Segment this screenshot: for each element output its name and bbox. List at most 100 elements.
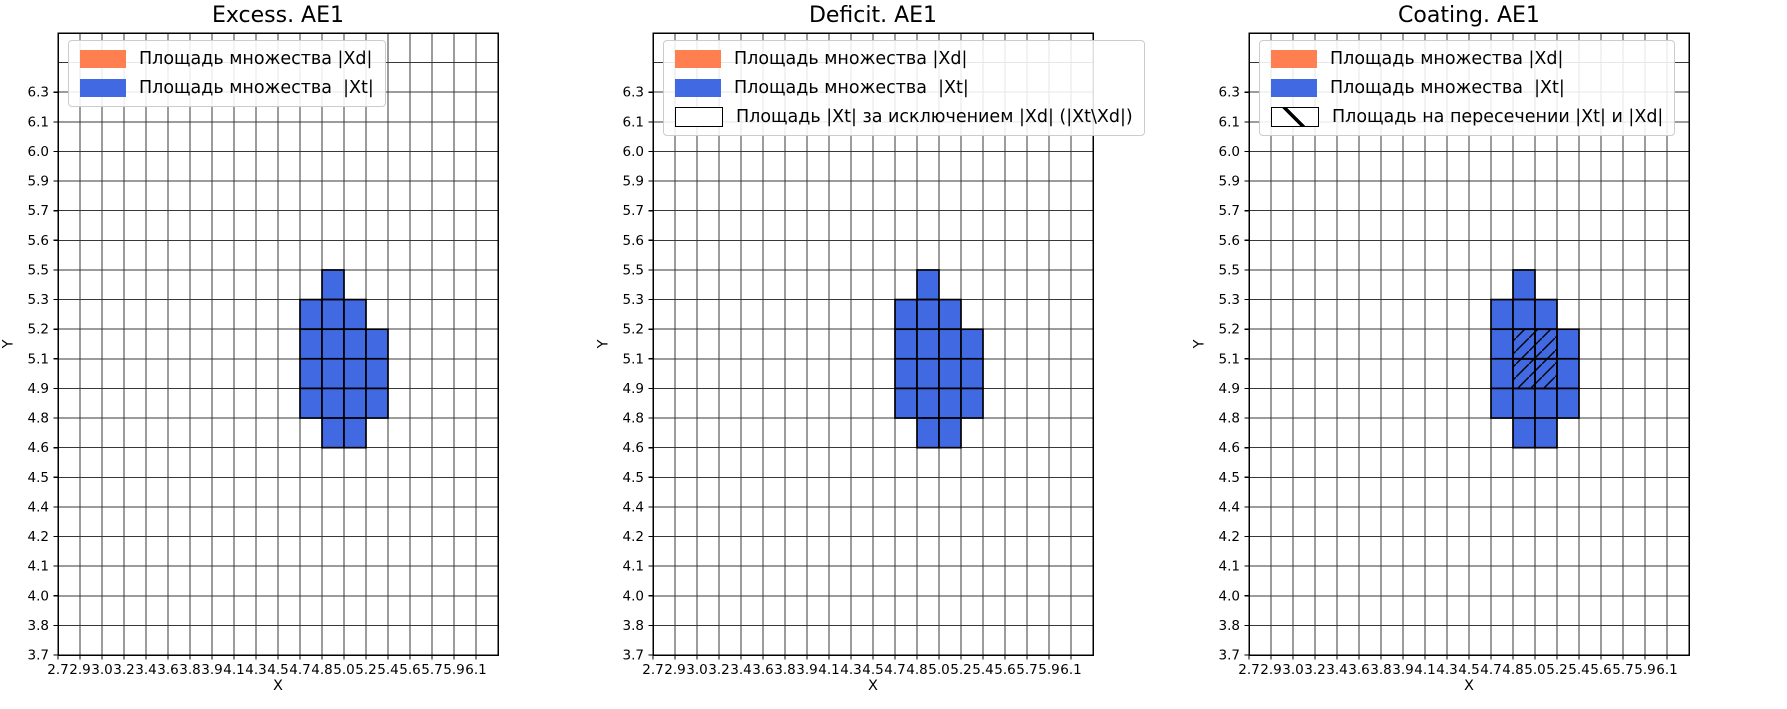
svg-text:4.2: 4.2: [28, 529, 49, 545]
svg-text:6.3: 6.3: [28, 85, 49, 101]
svg-text:5.2: 5.2: [623, 322, 644, 338]
svg-text:5.2: 5.2: [1219, 322, 1240, 338]
y-axis-label: Y: [0, 339, 17, 349]
svg-text:2.9: 2.9: [69, 662, 90, 678]
subplot-excess: Excess. AE1 2.7 2.9 3.0 3.2 3.4 3.6 3.8 3.9 4.1 4…: [0, 0, 596, 709]
legend-label: Площадь множества |Xd|: [1330, 49, 1564, 69]
tick-labels: 2.7 2.9 3.0 3.2 3.4 3.6 3.8 3.9 4.1 4.3 4.5 4.7 4.8 5…: [623, 85, 1082, 678]
svg-text:5.3: 5.3: [623, 292, 644, 308]
svg-text:3.6: 3.6: [1348, 662, 1369, 678]
svg-text:5.9: 5.9: [1219, 174, 1240, 190]
svg-text:6.1: 6.1: [623, 114, 644, 130]
svg-text:4.3: 4.3: [1436, 662, 1457, 678]
svg-text:4.7: 4.7: [289, 662, 310, 678]
svg-text:5.2: 5.2: [28, 322, 49, 338]
svg-text:4.2: 4.2: [623, 529, 644, 545]
svg-text:5.7: 5.7: [1219, 203, 1240, 219]
tick-labels: 2.7 2.9 3.0 3.2 3.4 3.6 3.8 3.9 4.1 4.3 4.5 4.7 4.8 5…: [1219, 85, 1678, 678]
legend-entry: Площадь множества |Xt|: [675, 78, 1133, 98]
legend-swatch-hatch: [1271, 107, 1319, 128]
svg-text:2.7: 2.7: [642, 662, 663, 678]
svg-text:5.2: 5.2: [950, 662, 971, 678]
subplot-deficit: Deficit. AE1 2.7 2.9 3.0 3.2 3.4 3.6 3.8 3.9 4.1…: [595, 0, 1191, 709]
svg-text:4.0: 4.0: [1219, 588, 1240, 604]
svg-text:5.5: 5.5: [1219, 262, 1240, 278]
svg-text:5.9: 5.9: [28, 174, 49, 190]
svg-text:3.8: 3.8: [774, 662, 795, 678]
svg-text:3.8: 3.8: [1219, 618, 1240, 634]
svg-text:4.6: 4.6: [1219, 440, 1240, 456]
svg-text:5.7: 5.7: [421, 662, 442, 678]
svg-text:5.4: 5.4: [1568, 662, 1589, 678]
x-axis-label: X: [273, 678, 283, 694]
svg-text:4.8: 4.8: [623, 411, 644, 427]
svg-text:2.9: 2.9: [1260, 662, 1281, 678]
svg-text:5.3: 5.3: [28, 292, 49, 308]
svg-text:3.6: 3.6: [752, 662, 773, 678]
svg-text:3.2: 3.2: [1304, 662, 1325, 678]
svg-text:5.9: 5.9: [623, 174, 644, 190]
svg-text:4.8: 4.8: [1502, 662, 1523, 678]
svg-text:6.1: 6.1: [28, 114, 49, 130]
svg-text:5.7: 5.7: [623, 203, 644, 219]
svg-text:4.6: 4.6: [623, 440, 644, 456]
svg-text:5.1: 5.1: [28, 351, 49, 367]
svg-text:3.9: 3.9: [796, 662, 817, 678]
y-axis-label: Y: [1191, 339, 1208, 349]
svg-text:6.3: 6.3: [1219, 85, 1240, 101]
svg-text:5.5: 5.5: [623, 262, 644, 278]
svg-text:4.4: 4.4: [1219, 499, 1240, 515]
svg-text:4.5: 4.5: [862, 662, 883, 678]
svg-text:6.0: 6.0: [1219, 144, 1240, 160]
svg-text:4.6: 4.6: [28, 440, 49, 456]
svg-text:5.6: 5.6: [994, 662, 1015, 678]
svg-text:3.9: 3.9: [201, 662, 222, 678]
legend-label: Площадь на пересечении |Xt| и |Xd|: [1332, 107, 1664, 128]
svg-text:5.6: 5.6: [1219, 233, 1240, 249]
svg-text:5.2: 5.2: [1546, 662, 1567, 678]
svg-text:5.7: 5.7: [1016, 662, 1037, 678]
svg-text:4.0: 4.0: [28, 588, 49, 604]
svg-text:4.9: 4.9: [28, 381, 49, 397]
svg-text:6.0: 6.0: [623, 144, 644, 160]
svg-text:5.0: 5.0: [1524, 662, 1545, 678]
svg-text:3.4: 3.4: [730, 662, 751, 678]
subplot-coating: Coating. AE1 2.7 2.9 3.0 3.2 3.4 3.6 3.8 3.9 4.1…: [1191, 0, 1787, 709]
svg-text:3.8: 3.8: [1370, 662, 1391, 678]
legend-label: Площадь множества |Xt|: [139, 78, 374, 99]
legend-swatch-xd: [80, 50, 126, 69]
svg-text:3.0: 3.0: [686, 662, 707, 678]
legend-entry: Площадь множества |Xd|: [675, 49, 1133, 69]
svg-text:2.7: 2.7: [1238, 662, 1259, 678]
svg-text:3.7: 3.7: [623, 648, 644, 664]
tick-marks: [1244, 91, 1668, 660]
svg-text:3.4: 3.4: [135, 662, 156, 678]
svg-text:3.4: 3.4: [1326, 662, 1347, 678]
svg-text:4.3: 4.3: [840, 662, 861, 678]
svg-text:5.1: 5.1: [1219, 351, 1240, 367]
legend-entry: Площадь множества |Xd|: [80, 49, 374, 69]
svg-text:4.9: 4.9: [1219, 381, 1240, 397]
svg-text:4.7: 4.7: [884, 662, 905, 678]
x-axis-label: X: [1464, 678, 1474, 694]
svg-text:4.5: 4.5: [1219, 470, 1240, 486]
svg-text:4.5: 4.5: [623, 470, 644, 486]
svg-text:5.6: 5.6: [28, 233, 49, 249]
svg-text:6.1: 6.1: [465, 662, 486, 678]
svg-text:5.6: 5.6: [1590, 662, 1611, 678]
legend-label: Площадь множества |Xt|: [734, 78, 969, 99]
svg-text:6.1: 6.1: [1060, 662, 1081, 678]
svg-text:4.0: 4.0: [623, 588, 644, 604]
svg-text:3.9: 3.9: [1392, 662, 1413, 678]
svg-text:3.8: 3.8: [179, 662, 200, 678]
grid: [57, 32, 499, 656]
svg-text:5.9: 5.9: [1038, 662, 1059, 678]
svg-text:6.3: 6.3: [623, 85, 644, 101]
svg-text:3.7: 3.7: [1219, 648, 1240, 664]
svg-text:5.1: 5.1: [623, 351, 644, 367]
legend-coating: Площадь множества |Xd| Площадь множества…: [1259, 40, 1676, 137]
svg-text:5.9: 5.9: [1634, 662, 1655, 678]
tick-labels: 2.7 2.9 3.0 3.2 3.4 3.6 3.8 3.9 4.1 4.3 4.5 4.7 4.8 5…: [28, 85, 487, 678]
svg-text:5.2: 5.2: [355, 662, 376, 678]
legend-swatch-xd: [1271, 50, 1317, 69]
